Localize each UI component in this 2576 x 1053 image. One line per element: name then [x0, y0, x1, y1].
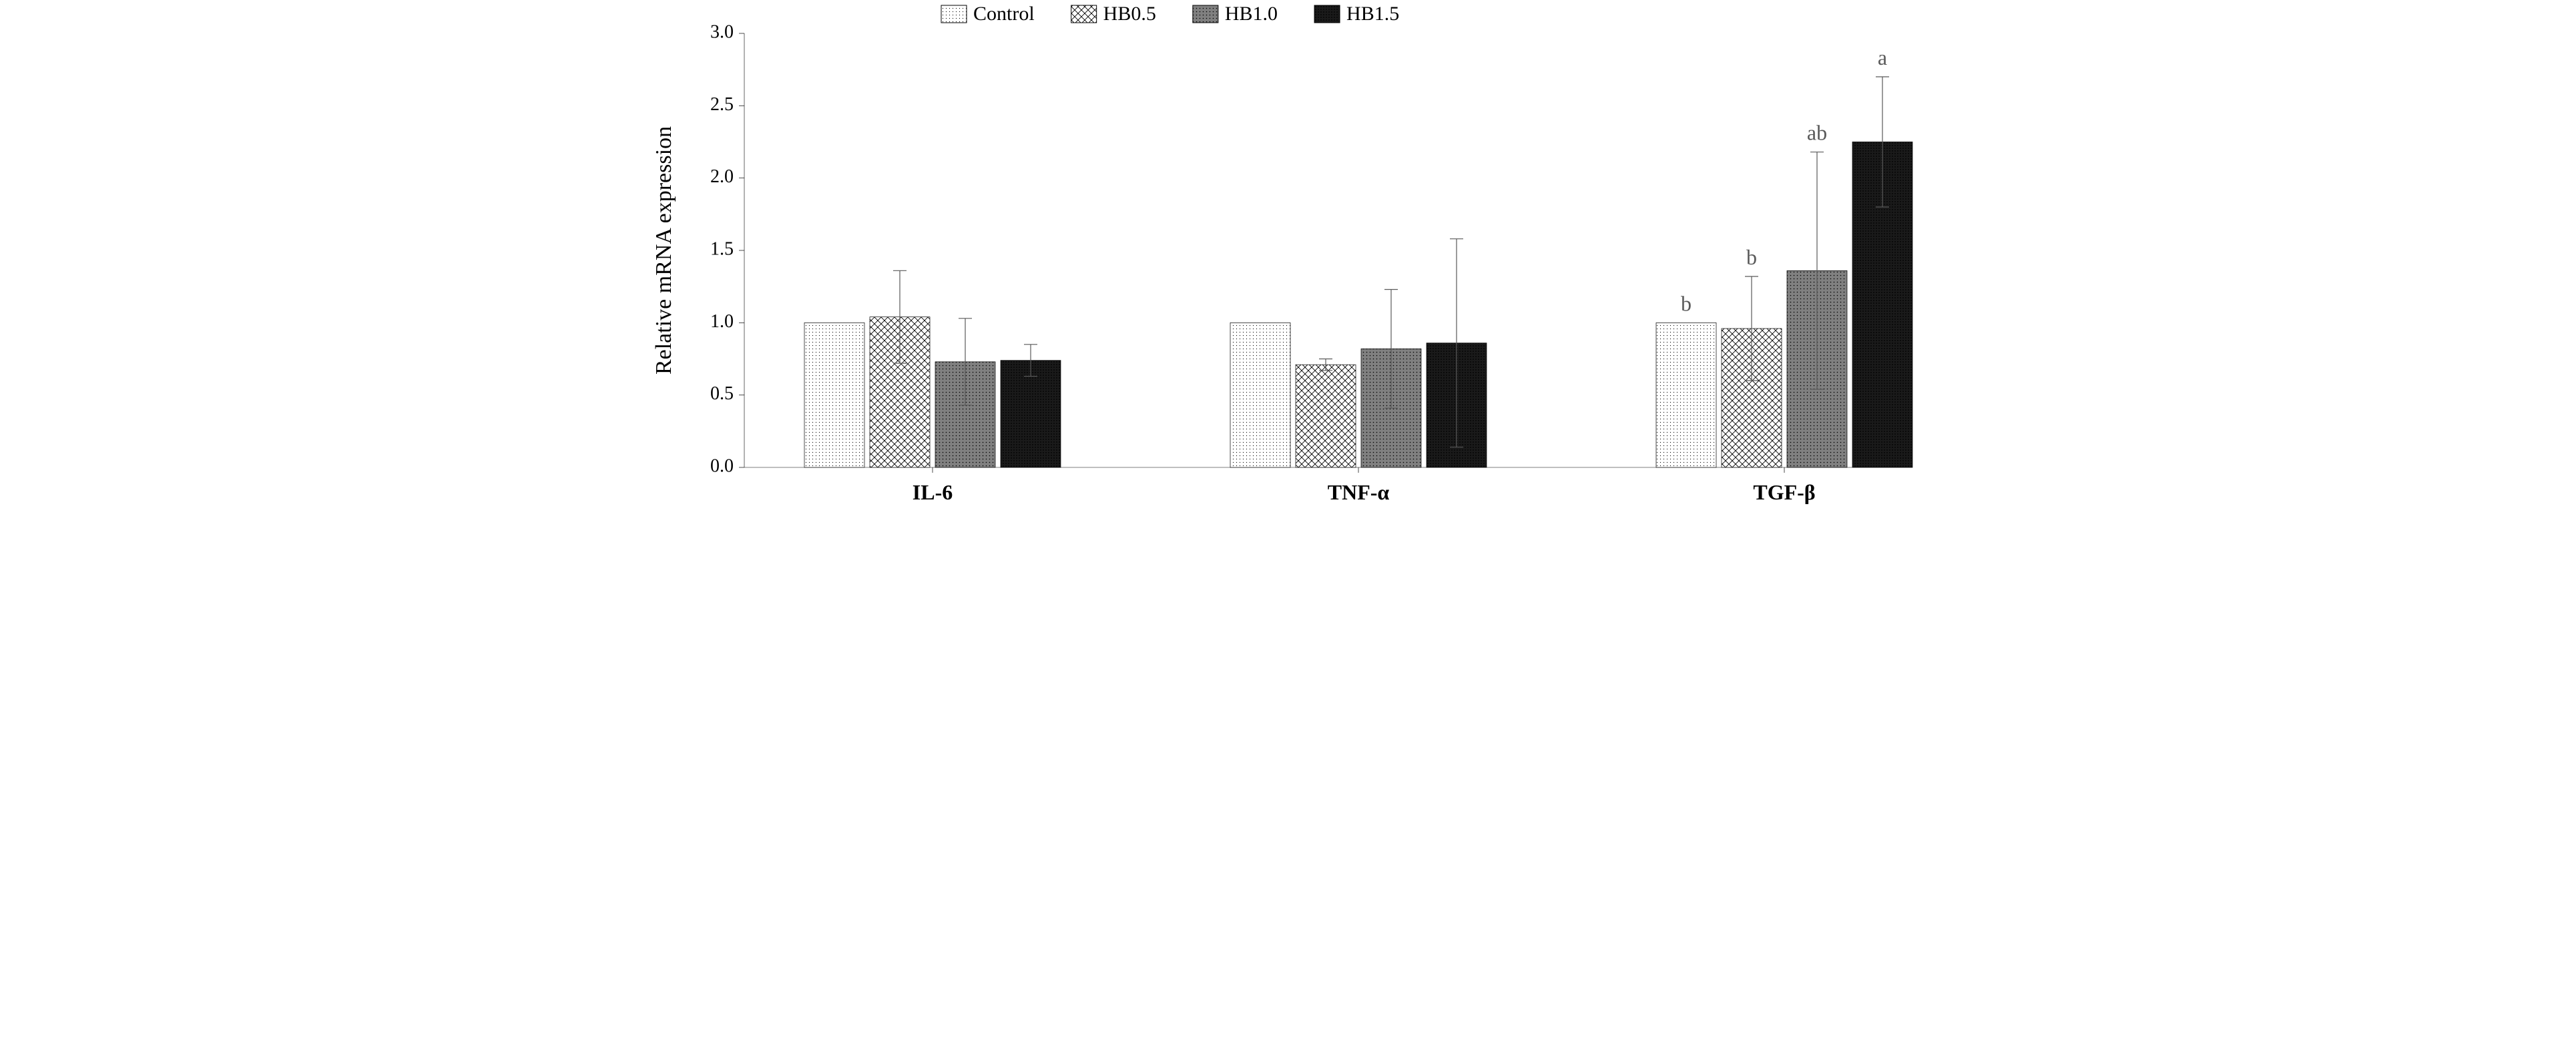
category-label: TGF-β: [1753, 480, 1815, 504]
y-axis-title: Relative mRNA expression: [652, 126, 676, 375]
y-tick-label: 0.5: [710, 383, 734, 404]
y-tick-label: 1.0: [710, 311, 734, 332]
significance-label: a: [1877, 45, 1886, 69]
legend-label-control: Control: [973, 3, 1035, 25]
legend-swatch-control: [941, 5, 967, 23]
y-tick-label: 0.0: [710, 455, 734, 476]
legend-swatch-hb15: [1314, 5, 1340, 23]
bar-chart: 0.0 0.5 1.0 1.5 2.0 2.5 3.0 Relative mRNA expre…: [644, 0, 1933, 527]
y-tick-label: 1.5: [710, 238, 734, 259]
y-tick-label: 2.0: [710, 166, 734, 187]
chart-container: 0.0 0.5 1.0 1.5 2.0 2.5 3.0 Relative mRNA expre…: [644, 0, 1933, 527]
significance-label: b: [1681, 291, 1692, 315]
significance-label: b: [1746, 245, 1757, 269]
legend-label-hb10: HB1.0: [1224, 3, 1277, 25]
category-label: IL-6: [912, 480, 952, 504]
bar-tnf--control: [1230, 323, 1290, 467]
bar-tgf--control: [1656, 323, 1716, 467]
y-tick-label: 2.5: [710, 94, 734, 115]
significance-label: ab: [1806, 121, 1826, 145]
y-tick-label: 3.0: [710, 21, 734, 42]
bar-il-6-control: [804, 323, 864, 467]
legend-swatch-hb10: [1192, 5, 1218, 23]
bar-tnf--hb05: [1296, 365, 1356, 467]
legend-label-hb15: HB1.5: [1346, 3, 1399, 25]
category-label: TNF-α: [1327, 480, 1389, 504]
legend-swatch-hb05: [1071, 5, 1096, 23]
legend-label-hb05: HB0.5: [1103, 3, 1155, 25]
